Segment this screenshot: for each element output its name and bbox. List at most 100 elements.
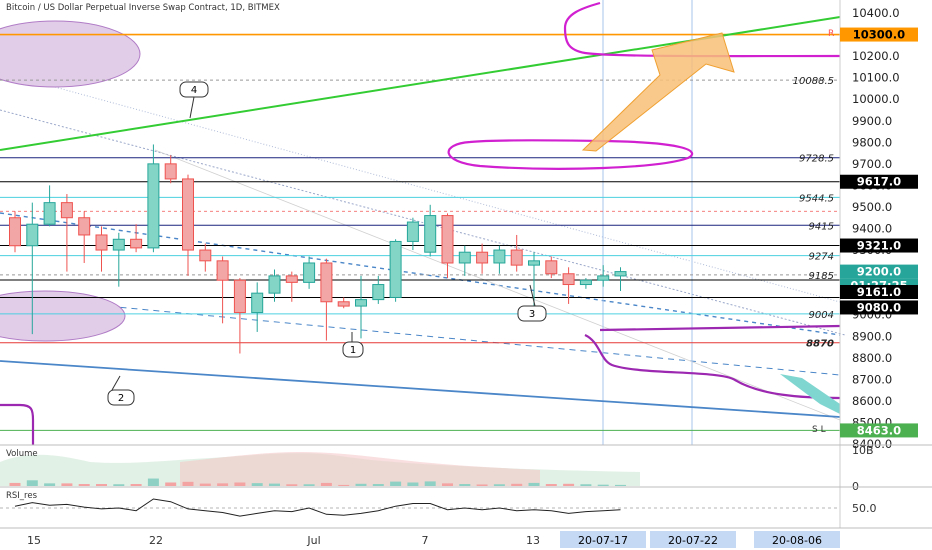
level-label-5: 9185	[809, 271, 834, 282]
callout-3-label: 3	[529, 309, 535, 320]
volume-bar	[320, 482, 332, 486]
candle-body	[130, 238, 143, 249]
candle-body	[458, 251, 471, 264]
price-badge-2: 9321.0	[840, 238, 918, 253]
time-tick-22: 22	[149, 534, 163, 547]
candle-body	[614, 271, 627, 277]
volume-bar	[442, 483, 453, 486]
price-tick-label: 8800.0	[852, 351, 892, 365]
candle-body	[26, 223, 39, 247]
price-tick-label: 8600.0	[852, 394, 892, 408]
price-tick-label: 9400.0	[852, 222, 892, 236]
price-tick-label: 10000.0	[852, 92, 900, 106]
purple-support-curve	[0, 324, 841, 445]
price-badge-bg	[840, 238, 918, 253]
rsi-tick-50: 50.0	[852, 502, 877, 515]
price-tick-label: 9700.0	[852, 157, 892, 171]
chart-title: Bitcoin / US Dollar Perpetual Inverse Sw…	[6, 3, 280, 13]
volume-bar	[96, 484, 107, 486]
volume-bar	[476, 484, 488, 486]
volume-bars	[9, 478, 626, 486]
level-label-0: 10088.5	[793, 76, 834, 87]
volume-bar	[251, 483, 263, 486]
volume-tick-10b: 10B	[852, 444, 874, 457]
rsi-pane: RSI_res 50.0	[0, 486, 932, 517]
candle-body	[320, 262, 333, 303]
candle-body	[562, 273, 575, 286]
price-badge-text: 10300.0	[853, 28, 905, 42]
volume-bar	[493, 484, 505, 486]
candle-body	[441, 215, 454, 264]
volume-bar	[182, 481, 194, 486]
volume-label: Volume	[6, 449, 38, 459]
volume-bar	[424, 481, 436, 486]
candle-body	[199, 249, 212, 262]
callout-4[interactable]: 4	[179, 81, 209, 119]
price-badge-7: 8463.0	[840, 423, 918, 438]
price-tick-label: 10200.0	[852, 49, 900, 63]
volume-bar	[338, 484, 350, 486]
candles	[9, 144, 627, 354]
price-tick-label: 10400.0	[852, 6, 900, 20]
candle-body	[528, 260, 540, 266]
volume-bar	[303, 484, 315, 486]
price-badge-bg	[840, 264, 918, 279]
callout-1[interactable]: 1	[342, 332, 364, 358]
volume-bar	[372, 484, 384, 486]
volume-pane: Volume 10B 0	[0, 444, 932, 493]
callout-3[interactable]: 3	[517, 284, 547, 322]
price-badge-bg	[840, 27, 918, 42]
candle-body	[493, 249, 506, 264]
date-badge-0717-label: 20-07-17	[578, 534, 628, 547]
candle-body	[43, 202, 56, 225]
volume-bar	[147, 478, 159, 486]
volume-bar	[580, 484, 592, 486]
callout-1-label: 1	[350, 345, 356, 356]
date-badge-0806-label: 20-08-06	[772, 534, 822, 547]
volume-bar	[217, 483, 229, 486]
price-tick-label: 8400.0	[852, 437, 892, 451]
volume-bar	[407, 482, 419, 486]
candle-body	[251, 292, 264, 314]
rsi-label: RSI_res	[6, 491, 38, 501]
price-badge-5: 9161.0	[840, 285, 918, 300]
price-badge-text: 9080.0	[857, 300, 901, 314]
zone-ellipse-top	[0, 20, 141, 88]
candle-body	[476, 251, 489, 264]
hand-drawn-marks	[447, 1, 841, 170]
price-tick-label: 10100.0	[852, 71, 900, 85]
candle-body	[78, 217, 91, 236]
level-label-4: 9274	[809, 252, 834, 263]
callout-4-label: 4	[191, 85, 197, 96]
callout-2[interactable]: 2	[107, 375, 135, 406]
resistance-marker: R	[828, 29, 834, 39]
price-badge-text: 9617.0	[857, 175, 901, 189]
candle-body	[9, 217, 21, 247]
candle-body	[372, 284, 385, 301]
volume-bar	[459, 484, 471, 486]
time-axis[interactable]: 15 22 Jul 7 13 20-07-17 20-07-22 20-08-0…	[0, 527, 932, 548]
date-badge-0717	[560, 531, 646, 548]
candle-body	[147, 163, 160, 249]
volume-bar	[113, 484, 125, 486]
level-lines: 10088.5 9728.5 9544.5 9415 9274 9185 9004 8870	[0, 33, 840, 431]
candle-body	[510, 249, 523, 266]
volume-bar	[615, 484, 626, 486]
volume-bar	[528, 482, 540, 486]
support-trendline[interactable]	[0, 360, 841, 418]
time-tick-7: 7	[422, 534, 429, 547]
candle-body	[164, 163, 177, 180]
price-axis[interactable]: 10400.0 10300.0 10200.0 10100.0 10000.0 9900.…	[812, 0, 918, 528]
callout-2-label: 2	[118, 393, 124, 404]
price-badge-text: 9321.0	[857, 239, 901, 253]
volume-bar	[355, 483, 367, 486]
rsi-line	[14, 498, 621, 517]
candle-body	[406, 221, 419, 242]
candle-body	[579, 279, 592, 286]
price-badge-bg	[840, 300, 918, 315]
price-badge-bg	[840, 423, 918, 438]
candle-body	[545, 260, 558, 275]
price-badge-text: 9161.0	[857, 285, 901, 299]
